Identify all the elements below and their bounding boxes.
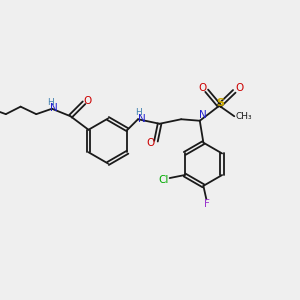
Text: Cl: Cl [158,176,169,185]
Text: N: N [50,103,58,113]
Text: N: N [138,114,146,124]
Text: N: N [199,110,207,120]
Text: F: F [204,200,210,209]
Text: H: H [135,108,142,117]
Text: S: S [216,98,224,108]
Text: O: O [235,83,243,93]
Text: CH₃: CH₃ [236,112,253,121]
Text: O: O [198,83,207,93]
Text: H: H [47,98,54,107]
Text: O: O [147,138,155,148]
Text: O: O [84,96,92,106]
